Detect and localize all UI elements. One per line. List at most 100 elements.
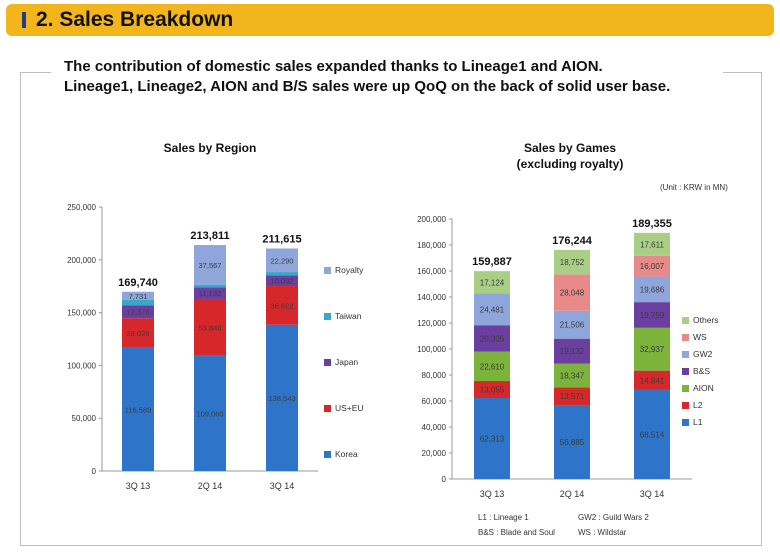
- intro-line-1: The contribution of domestic sales expan…: [64, 58, 603, 75]
- games-data-label: 32,937: [640, 345, 665, 354]
- games-ytick-label: 140,000: [417, 293, 446, 302]
- games-data-label: 13,571: [560, 392, 585, 401]
- games-xtick-label: 3Q 14: [640, 489, 665, 499]
- region-legend-swatch: [324, 405, 331, 412]
- glossary-gw2: GW2 : Guild Wars 2: [578, 513, 649, 522]
- region-xtick-label: 3Q 14: [270, 481, 295, 491]
- games-data-label: 21,506: [560, 321, 585, 330]
- games-total-label: 159,887: [472, 256, 512, 268]
- games-data-label: 17,124: [480, 278, 505, 287]
- region-xtick-label: 3Q 13: [126, 481, 151, 491]
- games-bar-aion: [634, 327, 670, 371]
- games-bar-aion: [554, 363, 590, 388]
- games-data-label: 68,514: [640, 430, 665, 439]
- region-legend-label: Japan: [335, 357, 358, 367]
- games-data-label: 14,841: [640, 376, 665, 385]
- games-ytick-label: 200,000: [417, 215, 446, 224]
- games-bar-ws: [634, 255, 670, 277]
- games-ytick-label: 20,000: [422, 449, 447, 458]
- unit-label: (Unit : KRW in MN): [660, 183, 728, 192]
- region-legend-label: Royalty: [335, 265, 364, 275]
- games-ytick-label: 40,000: [422, 423, 447, 432]
- region-bar-korea: [194, 355, 226, 471]
- games-chart-title: Sales by Games: [523, 141, 617, 155]
- region-bar-taiwan: [122, 299, 154, 306]
- games-legend-swatch: [682, 317, 689, 324]
- games-bar-l1: [474, 397, 510, 479]
- games-ytick-label: 0: [442, 475, 447, 484]
- games-chart-subtitle: (excluding royalty): [516, 157, 624, 171]
- region-total-label: 211,615: [262, 234, 301, 246]
- region-legend-label: Korea: [335, 449, 358, 459]
- games-legend-swatch: [682, 334, 689, 341]
- games-bar-l2: [634, 370, 670, 390]
- region-bar-useu: [122, 318, 154, 348]
- games-data-label: 18,752: [560, 258, 585, 267]
- region-legend-swatch: [324, 313, 331, 320]
- region-data-label: 53,848: [199, 323, 222, 332]
- region-legend-label: Taiwan: [335, 311, 362, 321]
- region-chart: 0 50,000 100,000 150,000 200,000 250,000 116,5…: [67, 203, 364, 491]
- games-data-label: 56,885: [560, 438, 585, 447]
- games-data-label: 22,610: [480, 362, 505, 371]
- section-title: 2. Sales Breakdown: [36, 8, 234, 31]
- games-data-label: 17,611: [640, 240, 664, 249]
- games-data-label: 19,132: [560, 347, 585, 356]
- region-data-label: 36,622: [271, 301, 294, 310]
- games-legend-swatch: [682, 419, 689, 426]
- games-bar-gw2: [474, 293, 510, 326]
- games-xtick-label: 2Q 14: [560, 489, 585, 499]
- games-legend-label: Others: [693, 315, 719, 325]
- region-data-label: 116,589: [125, 405, 152, 414]
- games-ytick-label: 100,000: [417, 345, 446, 354]
- region-data-label: 11,132: [199, 289, 221, 298]
- games-bar-bs: [634, 302, 670, 328]
- games-bar-gw2: [554, 310, 590, 339]
- games-data-label: 28,048: [560, 288, 585, 297]
- games-ytick-label: 180,000: [417, 241, 446, 250]
- games-data-label: 20,305: [480, 334, 505, 343]
- games-bar-l1: [554, 405, 590, 479]
- games-bar-others: [474, 271, 510, 294]
- region-total-label: 213,811: [190, 230, 229, 242]
- region-data-label: 22,290: [271, 256, 294, 265]
- games-data-label: 62,313: [480, 434, 505, 443]
- games-legend-swatch: [682, 402, 689, 409]
- games-legend-swatch: [682, 385, 689, 392]
- region-data-label: 28,028: [127, 329, 150, 338]
- region-total-label: 169,740: [118, 277, 158, 289]
- region-data-label: 10,092: [271, 277, 294, 286]
- games-ytick-label: 120,000: [417, 319, 446, 328]
- region-legend-swatch: [324, 359, 331, 366]
- games-total-label: 176,244: [552, 235, 593, 247]
- games-bar-others: [554, 249, 590, 275]
- region-bar-royalty: [194, 245, 226, 285]
- region-legend-swatch: [324, 267, 331, 274]
- region-bar-royalty: [266, 248, 298, 273]
- intro-text: The contribution of domestic sales expan…: [64, 57, 671, 97]
- games-bar-ws: [554, 274, 590, 311]
- games-ytick-label: 160,000: [417, 267, 446, 276]
- region-bar-useu: [266, 286, 298, 325]
- games-chart: 0 20,000 40,000 60,000 80,000 100,000 120,000 1…: [417, 215, 719, 499]
- games-bar-bs: [554, 338, 590, 364]
- region-data-label: 12,376: [127, 308, 150, 317]
- games-ytick-label: 80,000: [422, 371, 447, 380]
- region-bar-korea: [266, 324, 298, 471]
- region-xtick-label: 2Q 14: [198, 481, 223, 491]
- region-ytick-label: 0: [92, 467, 97, 476]
- games-legend-label: L2: [693, 400, 703, 410]
- header-accent-bar: [22, 12, 26, 28]
- games-legend-swatch: [682, 351, 689, 358]
- region-bar-useu: [194, 298, 226, 356]
- region-ytick-label: 250,000: [67, 203, 96, 212]
- games-bar-bs: [474, 325, 510, 352]
- region-data-label: 7,731: [129, 292, 148, 301]
- games-bar-others: [634, 232, 670, 256]
- glossary-l1: L1 : Lineage 1: [478, 513, 529, 522]
- region-bar-taiwan: [266, 272, 298, 276]
- region-bar-japan: [266, 275, 298, 287]
- games-bar-l2: [554, 387, 590, 406]
- region-ytick-label: 200,000: [67, 256, 96, 265]
- glossary-ws: WS : Wildstar: [578, 528, 627, 537]
